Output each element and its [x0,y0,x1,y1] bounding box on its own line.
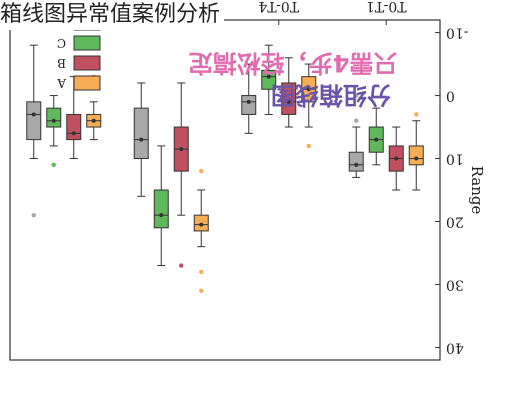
outlier-point [31,212,36,218]
box-body [241,95,257,115]
box-B-1 [281,57,297,128]
legend-swatch-C [73,35,101,51]
box-C-2 [153,145,169,267]
outlier-point [354,93,359,98]
y-tick-label: 10 [446,151,464,167]
box-B-3 [66,76,82,160]
mean-point [394,156,399,161]
mean-point [139,137,144,142]
mean-point [414,156,419,161]
box-body [26,101,42,141]
box-A-0 [408,112,424,191]
box-C-0 [368,107,384,166]
y-axis-title: Range [468,166,486,215]
box-body [281,82,297,115]
legend-label-C: C [57,36,66,50]
mean-point [286,99,291,104]
box-A-2 [193,168,209,293]
box-body [153,189,169,229]
box-D-0 [348,93,364,178]
mean-point [159,213,164,218]
legend-swatch-A [73,75,101,91]
mean-point [91,118,96,123]
y-tick-label: 40 [446,339,464,355]
box-A-1 [301,63,317,149]
box-B-2 [173,82,189,268]
mean-point [199,222,204,227]
legend-label-A: A [57,76,67,90]
x-tick-label: T0-T1 [366,0,407,14]
y-tick-label: 0 [446,88,455,104]
mean-point [266,74,271,79]
outlier-point [306,143,311,149]
box-D-3 [26,44,42,218]
box-body [348,151,364,172]
outlier-point [51,162,56,168]
box-series [26,44,424,293]
annotation-line-2: 分组箱线图 [271,81,391,109]
outlier-point [354,118,359,123]
mean-point [306,87,311,92]
outlier-point [199,288,204,293]
mean-point [51,118,56,123]
mean-point [179,147,184,152]
legend-label-B: B [57,56,66,70]
box-body [261,69,277,90]
x-tick-label: T0-T4 [258,0,299,14]
y-tick-label: -10 [446,25,469,41]
outlier-point [199,269,204,275]
box-C-3 [46,95,62,168]
annotation-line-1: 只需4步，轻松搞定 [189,49,398,77]
box-D-2 [133,82,149,197]
outlier-point [414,112,419,117]
box-body [408,145,424,166]
mean-point [374,137,379,142]
mean-point [31,112,36,117]
legend-swatch-B [73,55,101,71]
mean-point [246,99,251,104]
y-tick-label: 30 [446,276,464,292]
y-tick-label: 20 [446,213,464,229]
box-C-1 [261,44,277,115]
mean-point [71,131,76,136]
outlier-point [179,263,184,268]
box-body [133,107,149,160]
mean-point [354,162,359,167]
y-axis-ticks: -10 0 10 20 30 40 [435,25,469,355]
box-D-1 [241,63,257,134]
page-caption: 箱线图异常值案例分析 [0,0,225,30]
box-B-0 [388,126,404,191]
box-body [66,113,82,141]
box-body [46,107,62,128]
plot-frame [9,19,441,361]
outlier-point [199,168,204,174]
